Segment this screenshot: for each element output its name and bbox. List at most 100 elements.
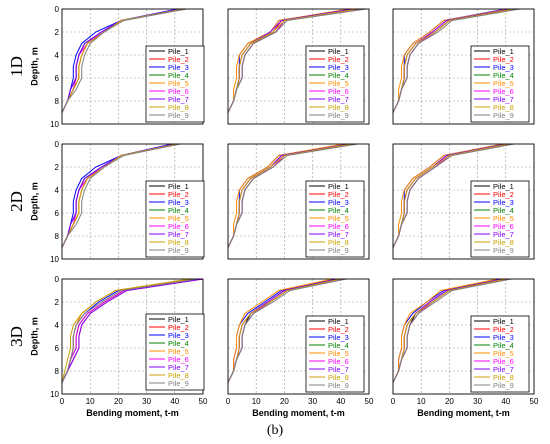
x-tick-label: 0: [226, 397, 231, 406]
legend-entry: Pile_8: [493, 238, 514, 247]
legend-entry: Pile_3: [328, 333, 349, 342]
legend-entry: Pile_5: [168, 79, 189, 88]
legend-entry: Pile_9: [328, 111, 349, 120]
legend-entry: Pile_9: [493, 381, 514, 390]
legend-entry: Pile_1: [328, 47, 349, 56]
legend-entry: Pile_8: [168, 103, 189, 112]
legend-entry: Pile_9: [168, 379, 189, 388]
legend-entry: Pile_4: [168, 206, 189, 215]
legend: Pile_1Pile_2Pile_3Pile_4Pile_5Pile_6Pile…: [145, 180, 205, 258]
chart-panel-row2-col1: 0246810Pile_1Pile_2Pile_3Pile_4Pile_5Pil…: [50, 140, 205, 264]
x-tick-label: 20: [445, 397, 454, 406]
series-line-pile-5: [227, 278, 333, 383]
legend: Pile_1Pile_2Pile_3Pile_4Pile_5Pile_6Pile…: [470, 180, 530, 258]
y-tick-label: 8: [55, 367, 60, 376]
legend-entry: Pile_6: [328, 357, 349, 366]
legend-entry: Pile_2: [328, 325, 349, 334]
legend-entry: Pile_3: [168, 198, 189, 207]
y-tick-label: 2: [55, 28, 60, 37]
legend-entry: Pile_8: [328, 103, 349, 112]
series-line-pile-9: [61, 278, 198, 383]
legend-entry: Pile_6: [493, 87, 514, 96]
series-line-pile-9: [392, 278, 512, 383]
y-axis-label: Depth, m: [29, 317, 39, 356]
legend: Pile_1Pile_2Pile_3Pile_4Pile_5Pile_6Pile…: [470, 45, 530, 123]
legend: Pile_1Pile_2Pile_3Pile_4Pile_5Pile_6Pile…: [145, 45, 205, 123]
legend-entry: Pile_1: [168, 315, 189, 324]
legend-entry: Pile_1: [168, 182, 189, 191]
legend: Pile_1Pile_2Pile_3Pile_4Pile_5Pile_6Pile…: [470, 315, 530, 393]
legend-entry: Pile_5: [168, 347, 189, 356]
legend-entry: Pile_8: [168, 238, 189, 247]
legend-entry: Pile_5: [493, 214, 514, 223]
series-line-pile-5: [227, 143, 344, 248]
legend-entry: Pile_7: [493, 365, 514, 374]
legend-entry: Pile_4: [328, 341, 349, 350]
legend-entry: Pile_7: [168, 363, 189, 372]
series-line-pile-8: [61, 8, 184, 113]
y-tick-label: 0: [55, 5, 60, 14]
series-line-pile-5: [392, 8, 509, 113]
legend-entry: Pile_2: [168, 323, 189, 332]
legend-entry: Pile_5: [328, 214, 349, 223]
legend-entry: Pile_6: [168, 222, 189, 231]
series-line-pile-8: [61, 278, 189, 383]
legend-entry: Pile_1: [493, 317, 514, 326]
plot-frame: [227, 8, 370, 125]
x-tick-label: 20: [114, 397, 123, 406]
legend-entry: Pile_2: [328, 55, 349, 64]
legend-entry: Pile_5: [168, 214, 189, 223]
legend-entry: Pile_9: [168, 111, 189, 120]
y-tick-label: 10: [50, 255, 59, 264]
y-tick-label: 10: [50, 390, 59, 399]
plot-frame: [227, 278, 370, 395]
legend-entry: Pile_6: [328, 222, 349, 231]
legend-entry: Pile_2: [328, 190, 349, 199]
y-tick-label: 6: [55, 344, 60, 353]
legend-entry: Pile_6: [493, 357, 514, 366]
legend-entry: Pile_1: [328, 317, 349, 326]
legend-entry: Pile_7: [493, 95, 514, 104]
y-tick-label: 6: [55, 74, 60, 83]
legend-entry: Pile_5: [493, 79, 514, 88]
x-axis-label: Bending moment, t-m: [417, 408, 510, 418]
y-tick-label: 6: [55, 209, 60, 218]
legend-entry: Pile_5: [493, 349, 514, 358]
series-line-pile-9: [227, 278, 347, 383]
y-tick-label: 0: [55, 140, 60, 149]
legend: Pile_1Pile_2Pile_3Pile_4Pile_5Pile_6Pile…: [305, 180, 365, 258]
legend-entry: Pile_6: [328, 87, 349, 96]
x-tick-label: 50: [199, 397, 208, 406]
legend-entry: Pile_9: [493, 111, 514, 120]
series-line-pile-7: [61, 278, 204, 383]
legend-entry: Pile_1: [328, 182, 349, 191]
plot-frame: [392, 143, 535, 260]
legend-entry: Pile_3: [493, 333, 514, 342]
series-line-pile-9: [61, 8, 187, 113]
legend-entry: Pile_5: [328, 349, 349, 358]
series-line-pile-5: [227, 8, 350, 113]
x-axis-label: Bending moment, t-m: [86, 408, 179, 418]
legend-entry: Pile_2: [168, 55, 189, 64]
legend-entry: Pile_7: [328, 95, 349, 104]
legend-entry: Pile_4: [168, 339, 189, 348]
y-tick-label: 8: [55, 232, 60, 241]
series-line-pile-9: [392, 143, 515, 248]
legend-entry: Pile_4: [493, 71, 514, 80]
legend-entry: Pile_2: [168, 190, 189, 199]
x-tick-label: 40: [501, 397, 510, 406]
series-line-pile-9: [61, 143, 181, 248]
legend: Pile_1Pile_2Pile_3Pile_4Pile_5Pile_6Pile…: [305, 315, 365, 393]
series-line-pile-9: [227, 143, 358, 248]
series-line-pile-9: [392, 8, 520, 113]
legend-entry: Pile_4: [493, 206, 514, 215]
x-tick-label: 10: [252, 397, 261, 406]
legend-entry: Pile_7: [168, 230, 189, 239]
legend-entry: Pile_7: [328, 230, 349, 239]
series-line-pile-8: [61, 143, 178, 248]
legend-entry: Pile_3: [493, 198, 514, 207]
series-line-pile-7: [61, 143, 175, 248]
